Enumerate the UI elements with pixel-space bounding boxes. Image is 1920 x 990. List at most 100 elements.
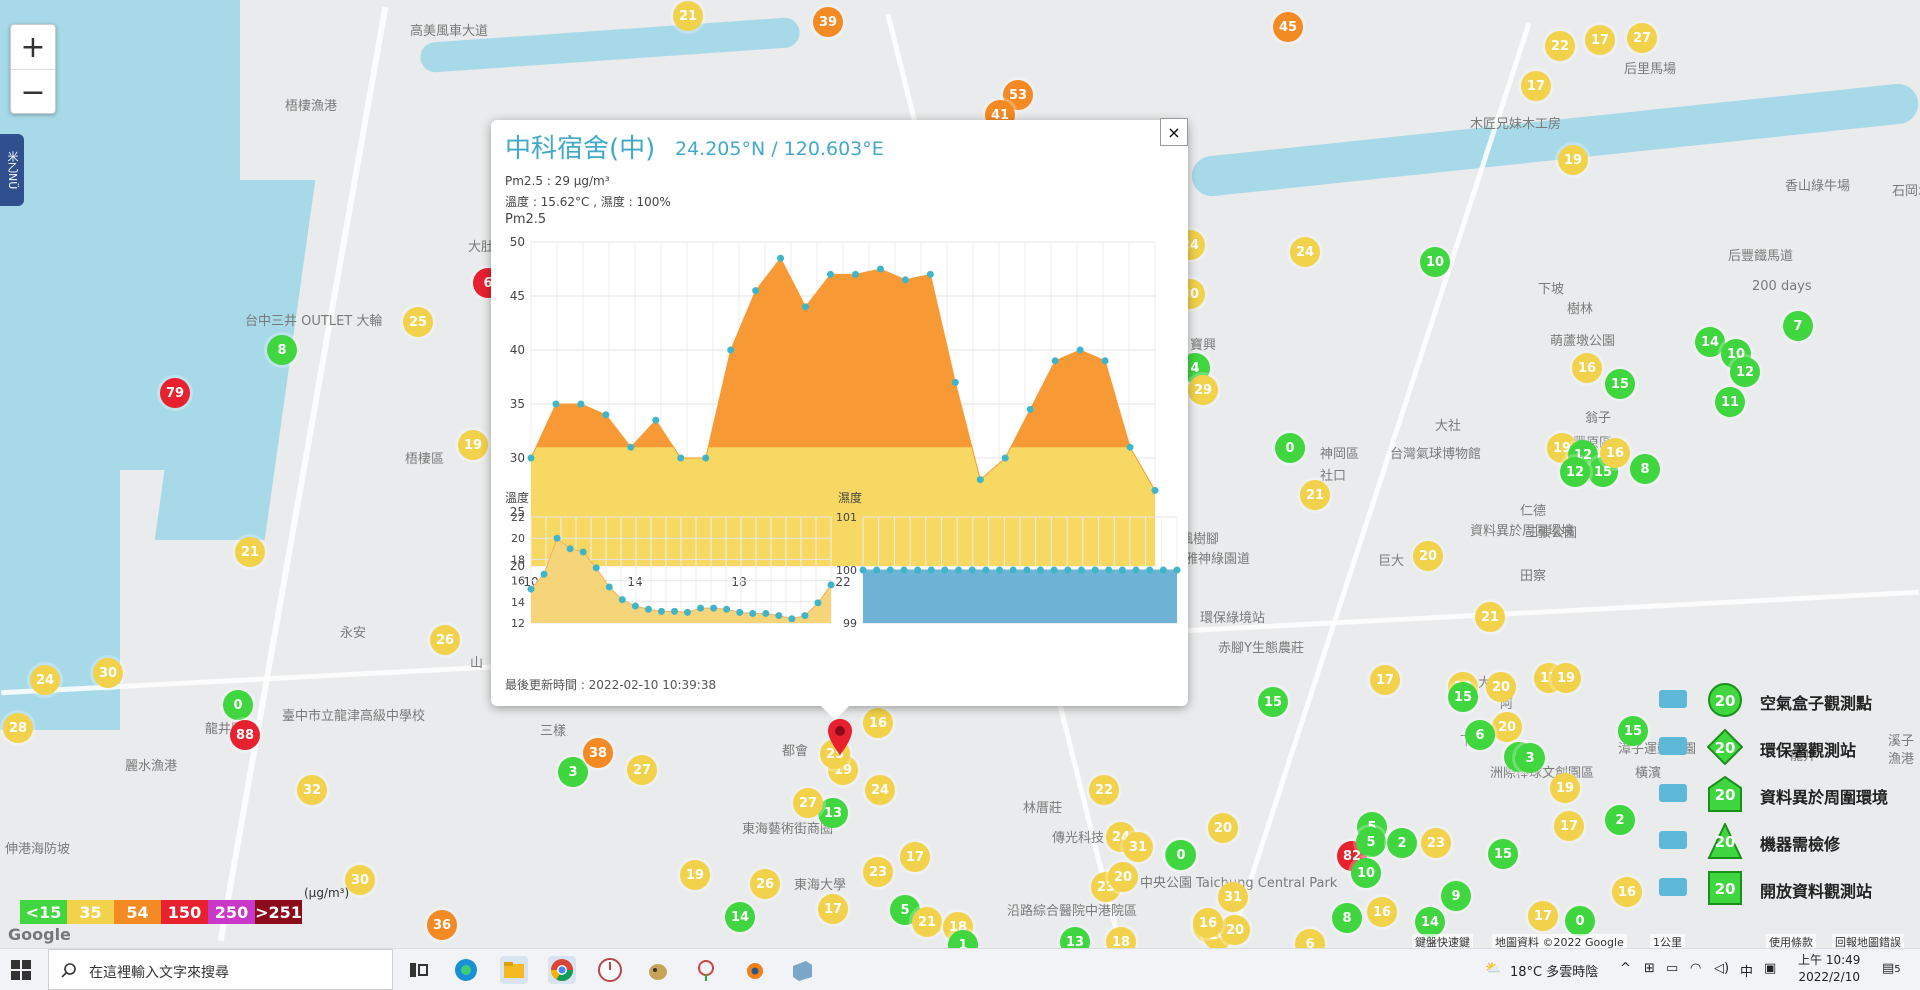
sensor-marker[interactable]: 17 [1521, 71, 1551, 101]
sensor-marker[interactable]: 17 [818, 894, 848, 924]
volume-icon[interactable]: ◁) [1714, 961, 1730, 976]
sensor-marker[interactable]: 11 [1715, 387, 1745, 417]
system-clock[interactable]: 上午 10:49 2022/2/10 [1798, 952, 1860, 986]
tray-chevron-up-icon[interactable]: ^ [1620, 961, 1631, 976]
ime-mode[interactable]: 中 [1740, 965, 1754, 980]
taskbar-search-box[interactable]: 在這裡輸入文字來搜尋 [48, 949, 393, 990]
sensor-marker[interactable]: 36 [427, 910, 457, 940]
sensor-marker[interactable]: 8 [267, 335, 297, 365]
sensor-marker[interactable]: 5 [1356, 827, 1386, 857]
sensor-marker[interactable]: 26 [750, 869, 780, 899]
sensor-marker[interactable]: 17 [1554, 811, 1584, 841]
sensor-marker[interactable]: 19 [1558, 145, 1588, 175]
sensor-marker[interactable]: 20 [1413, 541, 1443, 571]
sensor-marker[interactable]: 18 [1106, 927, 1136, 948]
sensor-marker[interactable]: 23 [863, 857, 893, 887]
sensor-marker[interactable]: 2 [1387, 828, 1417, 858]
network-icon[interactable]: ◠ [1690, 961, 1702, 976]
sensor-marker[interactable]: 15 [1448, 682, 1478, 712]
sensor-marker[interactable]: 8 [1332, 903, 1362, 933]
sensor-marker[interactable]: 16 [1572, 353, 1602, 383]
sensor-marker[interactable]: 15 [1618, 716, 1648, 746]
file-explorer-icon[interactable] [500, 956, 528, 984]
sensor-marker[interactable]: 17 [1370, 665, 1400, 695]
sensor-marker[interactable]: 0 [1565, 906, 1595, 936]
sensor-marker[interactable]: 3 [558, 757, 588, 787]
sensor-marker[interactable]: 16 [863, 708, 893, 738]
zoom-out-button[interactable]: − [20, 74, 46, 110]
edge-browser-icon[interactable] [452, 956, 480, 984]
sensor-marker[interactable]: 17 [900, 842, 930, 872]
windows-start-icon[interactable] [10, 959, 32, 981]
sensor-marker[interactable]: 14 [725, 902, 755, 932]
sensor-marker[interactable]: 6 [1295, 929, 1325, 948]
sensor-marker[interactable]: 21 [673, 1, 703, 31]
terms-link[interactable]: 使用條款 [1766, 934, 1816, 948]
sensor-marker[interactable]: 26 [430, 625, 460, 655]
sensor-marker[interactable]: 1 [948, 930, 978, 948]
sensor-marker[interactable]: 32 [297, 775, 327, 805]
sensor-marker[interactable]: 29 [1188, 375, 1218, 405]
sensor-marker[interactable]: 23 [1421, 828, 1451, 858]
side-panel-tab[interactable]: 米乙NÜ [0, 134, 24, 206]
app-icon-box[interactable] [788, 956, 816, 984]
sensor-marker[interactable]: 88 [230, 720, 260, 750]
sensor-marker[interactable]: 21 [1300, 480, 1330, 510]
sensor-marker[interactable]: 16 [1600, 438, 1630, 468]
sensor-marker[interactable]: 24 [865, 775, 895, 805]
sensor-marker[interactable]: 13 [818, 798, 848, 828]
sensor-marker[interactable]: 31 [1123, 832, 1153, 862]
report-error-link[interactable]: 回報地圖錯誤 [1832, 934, 1904, 948]
sensor-marker[interactable]: 19 [458, 430, 488, 460]
sensor-marker[interactable]: 27 [627, 755, 657, 785]
sensor-marker[interactable]: 17 [1528, 901, 1558, 931]
map-canvas[interactable]: 高美風車大道 梧棲漁港 台中三井 OUTLET 大輪 梧棲區 大肚 臺中市立龍津高級中學校… [0, 0, 1920, 948]
sensor-marker[interactable]: 38 [583, 738, 613, 768]
sensor-marker[interactable]: 79 [160, 378, 190, 408]
sensor-marker[interactable]: 20 [1492, 712, 1522, 742]
sensor-marker[interactable]: 7 [1783, 311, 1813, 341]
sensor-marker[interactable]: 27 [1627, 23, 1657, 53]
app-icon-creature[interactable] [644, 956, 672, 984]
sensor-marker[interactable]: 8 [1630, 454, 1660, 484]
sensor-marker[interactable]: 0 [223, 690, 253, 720]
sensor-marker[interactable]: 30 [93, 658, 123, 688]
sensor-marker[interactable]: 3 [1515, 743, 1545, 773]
location-pin-icon[interactable] [827, 718, 853, 756]
sensor-marker[interactable]: 45 [1273, 12, 1303, 42]
sensor-marker[interactable]: 15 [1258, 687, 1288, 717]
sensor-marker[interactable]: 39 [813, 7, 843, 37]
sensor-marker[interactable]: 20 [1208, 813, 1238, 843]
sensor-marker[interactable]: 10 [1420, 247, 1450, 277]
sensor-marker[interactable]: 16 [1193, 908, 1223, 938]
app-icon-compass[interactable] [596, 956, 624, 984]
sensor-marker[interactable]: 22 [1545, 31, 1575, 61]
sensor-marker[interactable]: 13 [1060, 927, 1090, 948]
sensor-marker[interactable]: 15 [1605, 369, 1635, 399]
sensor-marker[interactable]: 14 [1695, 327, 1725, 357]
sensor-marker[interactable]: 19 [1550, 773, 1580, 803]
sensor-marker[interactable]: 12 [1730, 357, 1760, 387]
sensor-marker[interactable]: 14 [1415, 907, 1445, 937]
sensor-marker[interactable]: 25 [403, 307, 433, 337]
weather-status[interactable]: 18°C 多雲時陰 [1510, 965, 1599, 980]
sensor-marker[interactable]: 20 [1220, 915, 1250, 945]
battery-icon[interactable]: ▭ [1666, 961, 1679, 976]
sensor-marker[interactable]: 10 [1351, 858, 1381, 888]
sensor-marker[interactable]: 20 [1108, 862, 1138, 892]
zoom-in-button[interactable]: + [11, 25, 55, 70]
sensor-marker[interactable]: 0 [1275, 433, 1305, 463]
close-button[interactable]: × [1160, 118, 1188, 146]
sensor-marker[interactable]: 21 [912, 907, 942, 937]
sensor-marker[interactable]: 16 [1612, 877, 1642, 907]
sensor-marker[interactable]: 22 [1089, 775, 1119, 805]
sensor-marker[interactable]: 21 [1475, 602, 1505, 632]
sensor-marker[interactable]: 24 [30, 665, 60, 695]
sensor-marker[interactable]: 0 [1166, 840, 1196, 870]
sensor-marker[interactable]: 28 [3, 713, 33, 743]
sensor-marker[interactable]: 12 [1560, 457, 1590, 487]
sensor-marker[interactable]: 21 [235, 537, 265, 567]
task-view-icon[interactable] [404, 956, 432, 984]
sensor-marker[interactable]: 24 [1290, 237, 1320, 267]
sensor-marker[interactable]: 53 [1003, 80, 1033, 110]
